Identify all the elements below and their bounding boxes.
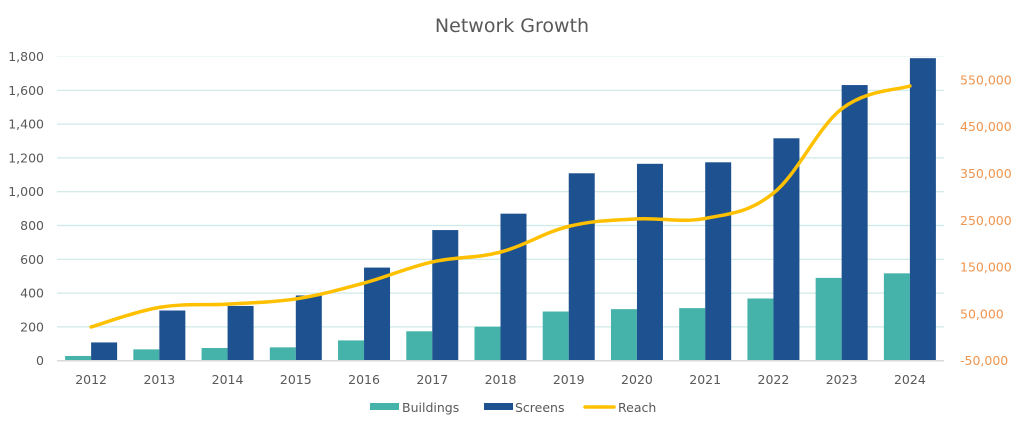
bar-buildings-2020 xyxy=(610,309,637,361)
y-tick-label-right: 50,000 xyxy=(960,306,1004,321)
y-axis-left: 0 200 400 600 800 1,000 1,200 1,400 1,600 1,800 xyxy=(8,49,44,368)
x-tick-label: 2014 xyxy=(212,372,244,387)
bar-screens-2018 xyxy=(500,213,527,361)
bars xyxy=(65,58,936,361)
x-tick-label: 2018 xyxy=(485,372,517,387)
chart-title: Network Growth xyxy=(435,15,589,37)
x-tick-label: 2017 xyxy=(416,372,448,387)
y-tick-label-left: 1,800 xyxy=(8,49,44,64)
bar-screens-2023 xyxy=(841,85,868,361)
bar-buildings-2015 xyxy=(269,347,296,361)
x-axis: 2012 2013 2014 2015 2016 2017 2018 2019 2020 2021… xyxy=(75,372,926,387)
bar-screens-2019 xyxy=(568,173,595,361)
y-tick-label-right: -50,000 xyxy=(960,353,1008,368)
bar-buildings-2014 xyxy=(201,348,228,361)
y-tick-label-left: 800 xyxy=(20,218,44,233)
x-tick-label: 2016 xyxy=(348,372,380,387)
legend-label-buildings: Buildings xyxy=(402,400,459,415)
bar-screens-2020 xyxy=(636,163,663,361)
x-tick-label: 2019 xyxy=(553,372,585,387)
y-tick-label-left: 200 xyxy=(20,319,44,334)
y-tick-label-left: 1,000 xyxy=(8,184,44,199)
legend-label-screens: Screens xyxy=(515,400,565,415)
y-tick-label-right: 250,000 xyxy=(960,213,1012,228)
x-tick-label: 2013 xyxy=(143,372,175,387)
legend-label-reach: Reach xyxy=(618,400,656,415)
y-tick-label-right: 150,000 xyxy=(960,260,1012,275)
y-tick-label-right: 450,000 xyxy=(960,119,1012,134)
bar-buildings-2017 xyxy=(406,331,433,361)
bar-screens-2015 xyxy=(295,295,322,361)
bar-screens-2017 xyxy=(432,230,459,361)
bar-buildings-2023 xyxy=(815,277,842,361)
legend-swatch-screens xyxy=(484,403,513,410)
bar-buildings-2012 xyxy=(65,355,92,361)
x-tick-label: 2012 xyxy=(75,372,107,387)
legend: Buildings Screens Reach xyxy=(370,400,656,415)
x-tick-label: 2023 xyxy=(826,372,858,387)
bar-screens-2021 xyxy=(705,162,732,361)
y-tick-label-left: 600 xyxy=(20,252,44,267)
gridlines xyxy=(57,55,944,328)
bar-screens-2022 xyxy=(773,138,800,361)
bar-screens-2014 xyxy=(227,305,254,361)
bar-buildings-2024 xyxy=(883,273,910,361)
x-tick-label: 2021 xyxy=(689,372,721,387)
x-tick-label: 2020 xyxy=(621,372,653,387)
bar-buildings-2022 xyxy=(747,298,774,361)
y-tick-label-right: 350,000 xyxy=(960,166,1012,181)
x-tick-label: 2024 xyxy=(894,372,926,387)
y-tick-label-left: 400 xyxy=(20,286,44,301)
y-tick-label-left: 0 xyxy=(36,353,44,368)
bar-buildings-2016 xyxy=(338,340,365,361)
x-tick-label: 2022 xyxy=(758,372,790,387)
bar-screens-2012 xyxy=(91,342,118,361)
y-tick-label-right: 550,000 xyxy=(960,72,1012,87)
bar-screens-2013 xyxy=(159,310,186,361)
legend-swatch-buildings xyxy=(370,403,399,410)
y-tick-label-left: 1,200 xyxy=(8,150,44,165)
bar-buildings-2018 xyxy=(474,326,501,361)
y-tick-label-left: 1,400 xyxy=(8,117,44,132)
line-reach xyxy=(89,84,912,329)
y-tick-label-left: 1,600 xyxy=(8,83,44,98)
bar-buildings-2013 xyxy=(133,349,160,361)
bar-screens-2024 xyxy=(909,58,936,361)
x-tick-label: 2015 xyxy=(280,372,312,387)
bar-buildings-2021 xyxy=(679,308,706,361)
reach-line-series xyxy=(89,84,912,329)
y-axis-right: -50,000 50,000 150,000 250,000 350,000 450,00… xyxy=(960,72,1012,368)
bar-buildings-2019 xyxy=(542,311,569,361)
